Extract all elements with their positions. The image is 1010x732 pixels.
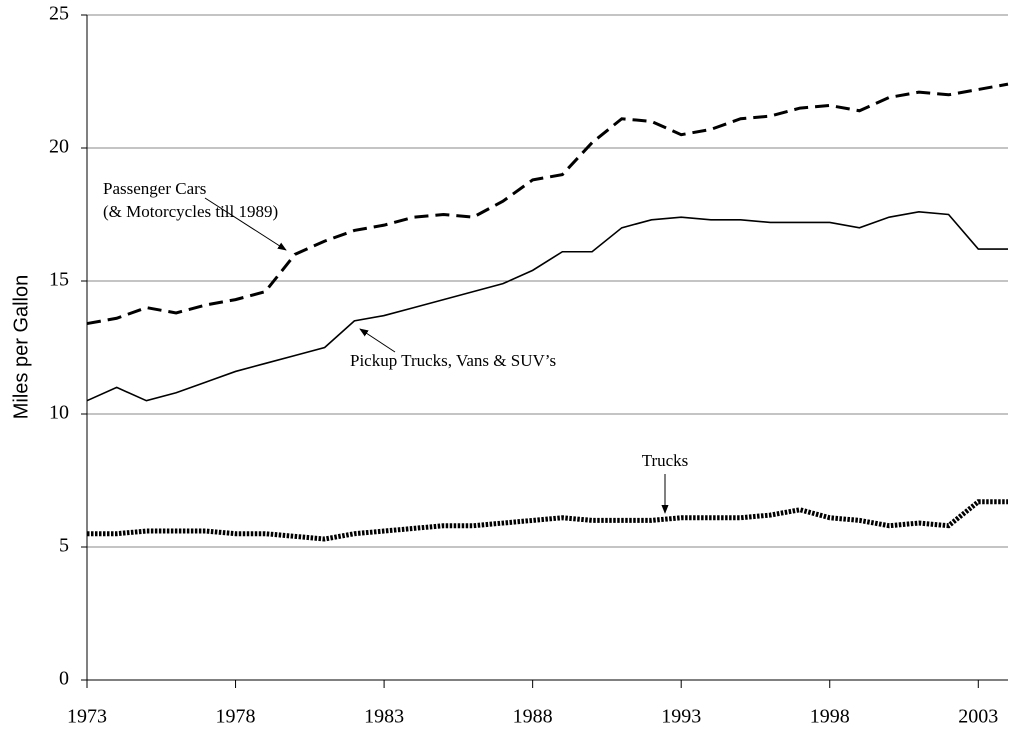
- y-tick-label: 0: [59, 668, 69, 690]
- x-tick-label: 1993: [661, 706, 701, 728]
- annotation: Trucks: [642, 451, 689, 470]
- arrow: [204, 197, 287, 251]
- x-tick-label: 1998: [810, 706, 850, 728]
- y-tick-label: 10: [49, 402, 69, 424]
- annotation: Pickup Trucks, Vans & SUV’s: [350, 351, 556, 370]
- series-line: [86, 82, 1009, 326]
- annotation: Passenger Cars: [103, 179, 206, 198]
- series-line: [86, 211, 1008, 402]
- y-tick-label: 25: [49, 3, 69, 25]
- y-axis-label: Miles per Gallon: [10, 275, 32, 420]
- series-line: [87, 499, 1008, 542]
- arrow: [359, 328, 396, 353]
- x-tick-label: 1983: [364, 706, 404, 728]
- x-tick-label: 2003: [958, 706, 998, 728]
- y-tick-label: 20: [49, 136, 69, 158]
- annotation: (& Motorcycles till 1989): [103, 202, 278, 221]
- x-tick-label: 1978: [216, 706, 256, 728]
- x-tick-label: 1988: [513, 706, 553, 728]
- y-tick-label: 5: [59, 535, 69, 557]
- x-tick-label: 1973: [67, 706, 107, 728]
- y-tick-label: 15: [49, 269, 69, 291]
